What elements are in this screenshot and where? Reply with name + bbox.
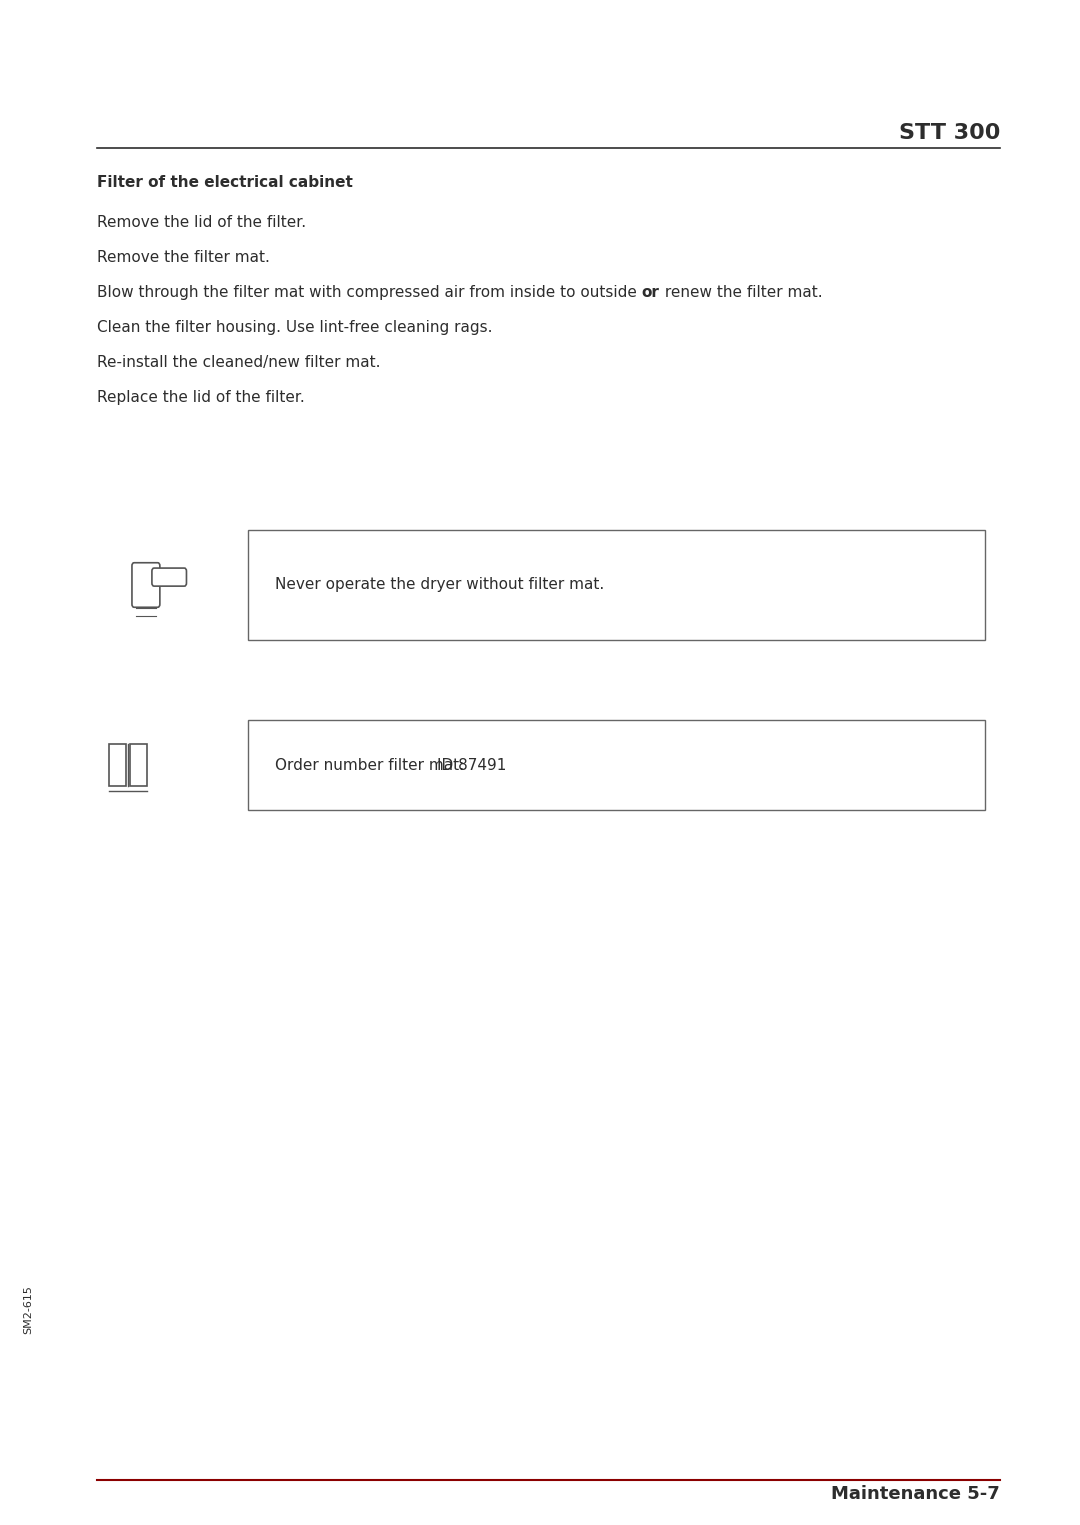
Text: Blow through the filter mat with compressed air from inside to outside: Blow through the filter mat with compres…	[97, 285, 642, 300]
Text: STT 300: STT 300	[899, 124, 1000, 143]
Text: Re-install the cleaned/new filter mat.: Re-install the cleaned/new filter mat.	[97, 355, 380, 371]
Text: Clean the filter housing. Use lint-free cleaning rags.: Clean the filter housing. Use lint-free …	[97, 320, 492, 336]
FancyBboxPatch shape	[132, 563, 160, 607]
FancyBboxPatch shape	[152, 569, 187, 586]
Text: Filter of the electrical cabinet: Filter of the electrical cabinet	[97, 175, 353, 191]
Text: Replace the lid of the filter.: Replace the lid of the filter.	[97, 390, 305, 406]
Bar	[248, 720, 985, 810]
Text: Never operate the dryer without filter mat.: Never operate the dryer without filter m…	[275, 578, 604, 593]
Text: ID 87491: ID 87491	[437, 758, 507, 773]
Text: renew the filter mat.: renew the filter mat.	[660, 285, 822, 300]
Text: Remove the filter mat.: Remove the filter mat.	[97, 250, 270, 265]
Text: Maintenance 5-7: Maintenance 5-7	[832, 1484, 1000, 1502]
Bar	[109, 744, 126, 785]
Text: Remove the lid of the filter.: Remove the lid of the filter.	[97, 215, 306, 230]
Text: SM2-615: SM2-615	[23, 1286, 33, 1334]
Text: Order number filter mat:: Order number filter mat:	[275, 758, 464, 773]
Text: or: or	[642, 285, 660, 300]
Bar	[131, 744, 147, 785]
Bar	[248, 531, 985, 640]
